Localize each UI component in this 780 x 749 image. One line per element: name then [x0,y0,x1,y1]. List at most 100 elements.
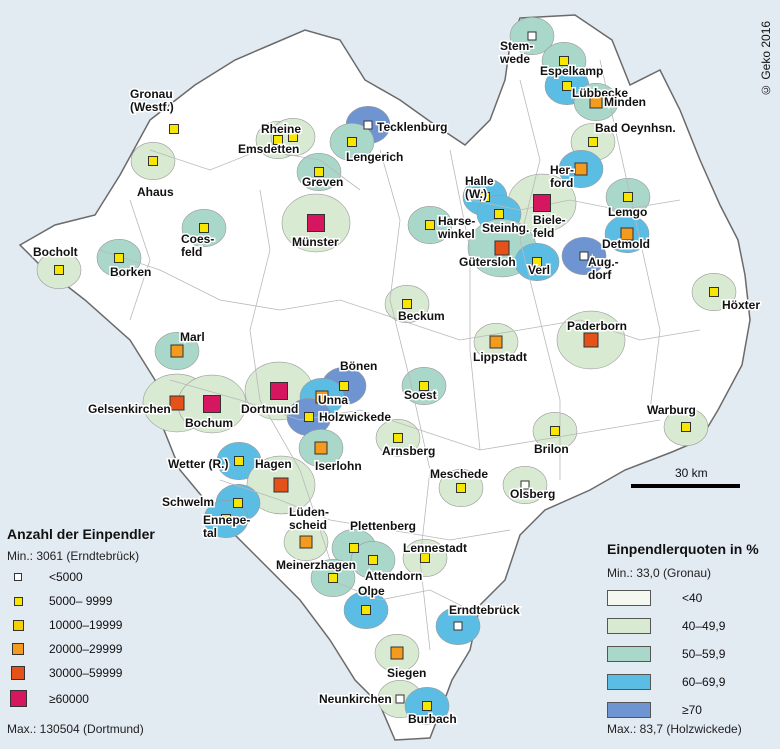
legend-counts-row: ≥60000 [7,690,89,707]
legend-counts-max: Max.: 130504 (Dortmund) [7,722,144,736]
symbol-bielefeld [533,194,551,212]
label-line: Bochum [185,416,233,430]
label-halle-w: Halle (W.) [465,174,494,201]
symbol-ennepetal [221,514,231,524]
symbol-gütersloh [494,240,510,256]
label-line: Schwelm [162,495,214,509]
label-detmold: Detmold [602,237,650,251]
label-line: Marl [180,330,205,344]
label-unna: Unna [318,393,348,407]
label-hagen: Hagen [255,457,292,471]
symbol-verl [532,257,542,267]
symbol-lennestadt [420,553,430,563]
label-line: Lübbecke [572,86,628,100]
label-lübbecke: Lübbecke [572,86,628,100]
legend-counts-label: ≥60000 [49,691,89,706]
label-harsewinkel: Harse-winkel [437,214,475,241]
label-olsberg: Olsberg [510,487,555,501]
label-bocholt: Bocholt [33,245,78,259]
symbol-dortmund [270,382,288,400]
label-line: Lüden- [289,505,329,519]
label-erndtebrück: Erndtebrück [449,603,520,617]
label-lüdenscheid: Lüden-scheid [289,505,329,532]
label-line: wede [499,52,530,66]
label-line: Unna [318,393,348,407]
label-bochum: Bochum [185,416,233,430]
label-line: Münster [292,235,339,249]
label-ahaus: Ahaus [137,185,174,199]
label-brilon: Brilon [534,442,569,456]
legend-quota-label: 40–49,9 [682,619,726,633]
legend-quota-max: Max.: 83,7 (Holzwickede) [607,722,742,736]
legend-symbol-wrap [7,690,29,707]
label-line: Ahaus [137,185,174,199]
label-line: ford [550,176,573,190]
label-gütersloh: Gütersloh [459,255,516,269]
label-lemgo: Lemgo [608,205,647,219]
legend-quota-swatch [607,590,651,606]
symbol-ahaus [148,156,158,166]
label-dortmund: Dortmund [241,402,298,416]
label-line: Harse- [438,214,475,228]
legend-counts-row: 30000–59999 [7,666,122,680]
symbol-bad-oeynhsn [588,137,598,147]
label-line: Meinerzhagen [276,558,356,572]
symbol-holzwickede [304,412,314,422]
label-line: Emsdetten [238,142,299,156]
label-line: Wetter (R.) [168,457,228,471]
label-line: Neunkirchen [319,692,392,706]
symbol-minden [589,95,603,109]
symbol-lippstadt [489,335,503,349]
label-iserlohn: Iserlohn [315,459,362,473]
symbol-olsberg [520,480,530,490]
legend-counts-min: Min.: 3061 (Erndtebrück) [7,549,140,563]
symbol-paderborn [583,332,599,348]
symbol-espelkamp [559,56,569,66]
label-espelkamp: Espelkamp [540,64,603,78]
label-line: Plettenberg [350,519,416,533]
symbol-coesfeld [199,223,209,233]
label-line: Minden [604,95,646,109]
label-soest: Soest [404,388,437,402]
symbol-bocholt [54,265,64,275]
legend-symbol-wrap [7,573,29,581]
symbol-marl [170,344,184,358]
label-coesfeld: Coes-feld [181,232,214,259]
label-steinhagen: Steinhg. [482,221,529,235]
label-line: Bocholt [33,245,78,259]
label-wetter-r: Wetter (R.) [168,457,228,471]
label-line: Borken [110,265,151,279]
legend-symbol [11,666,25,680]
legend-quota-label: ≥70 [682,703,702,717]
label-minden: Minden [604,95,646,109]
symbol-borken [114,253,124,263]
symbol-iserlohn [314,441,328,455]
scale-bar [631,484,740,488]
label-holzwickede: Holzwickede [319,410,391,424]
commuter-symbols [54,31,719,711]
label-gelsenkirchen: Gelsenkirchen [88,402,171,416]
symbol-siegen [390,646,404,660]
symbol-plettenberg [349,543,359,553]
legend-symbol-wrap [7,596,29,606]
label-verl: Verl [528,263,550,277]
legend-symbol [13,596,23,606]
label-line: Detmold [602,237,650,251]
label-warburg: Warburg [647,403,696,417]
label-ennepetal: Ennepe-tal [203,513,250,540]
label-bad-oeynhsn: Bad Oeynhsn. [595,121,676,135]
symbol-detmold [620,227,634,241]
symbol-gelsenkirchen [169,395,185,411]
symbol-münster [307,214,325,232]
symbol-soest [419,381,429,391]
symbol-wetter-r [234,456,244,466]
legend-quota-swatch [607,618,651,634]
label-line: Gelsenkirchen [88,402,171,416]
label-line: Verl [528,263,550,277]
label-line: (Westf.) [130,100,174,114]
label-line: Bönen [340,359,377,373]
symbol-meinerzhagen [328,573,338,583]
label-rheine: Rheine [261,122,301,136]
